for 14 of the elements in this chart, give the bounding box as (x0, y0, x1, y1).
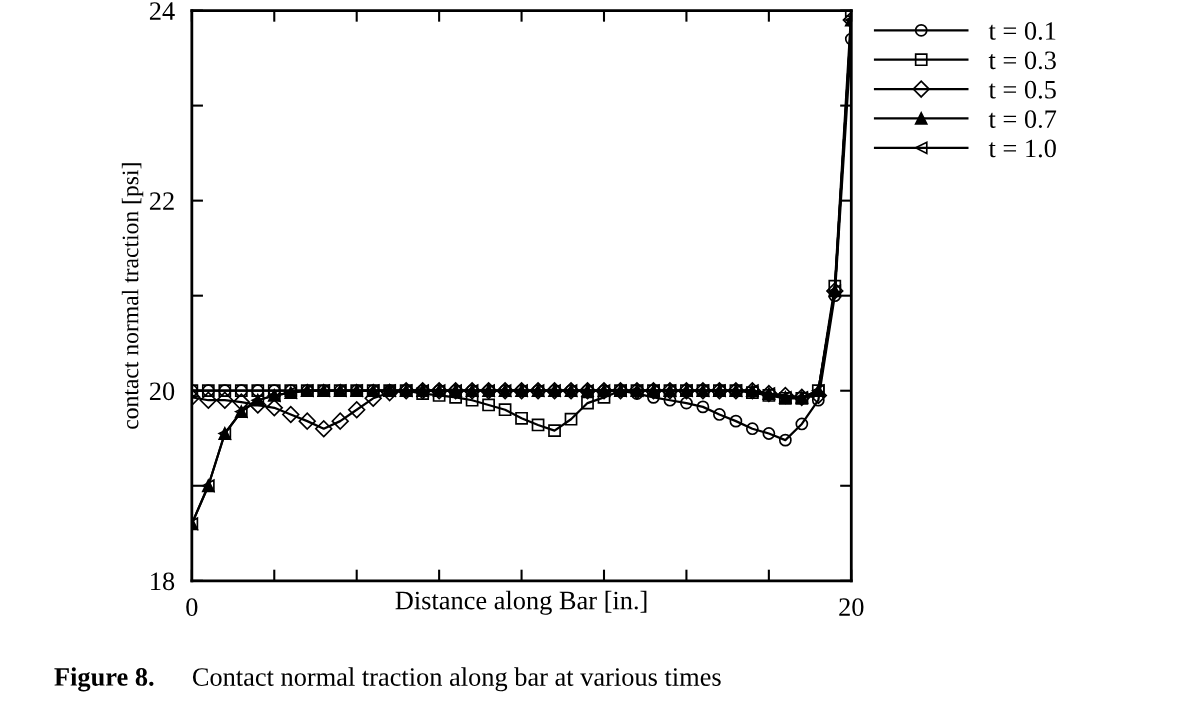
y-tick-label: 20 (149, 382, 175, 401)
y-tick-label: 24 (149, 2, 175, 20)
y-tick-label: 22 (149, 192, 174, 210)
legend-label: t = 1.0 (988, 139, 1056, 158)
legend-label: t = 0.7 (988, 110, 1057, 129)
x-tick-label: 0 (186, 598, 198, 617)
legend-label: t = 0.1 (988, 22, 1056, 40)
y-tick-label: 18 (151, 572, 175, 591)
y-axis-title: contact normal traction [psi] (121, 163, 144, 429)
caption: Figure 8. (54, 667, 154, 692)
x-axis-title: Distance along Bar [in.] (395, 590, 647, 615)
legend-label: t = 0.3 (988, 51, 1056, 70)
text: Contact normal traction along bar at various times (192, 667, 721, 692)
legend-label: t = 0.5 (988, 80, 1056, 99)
